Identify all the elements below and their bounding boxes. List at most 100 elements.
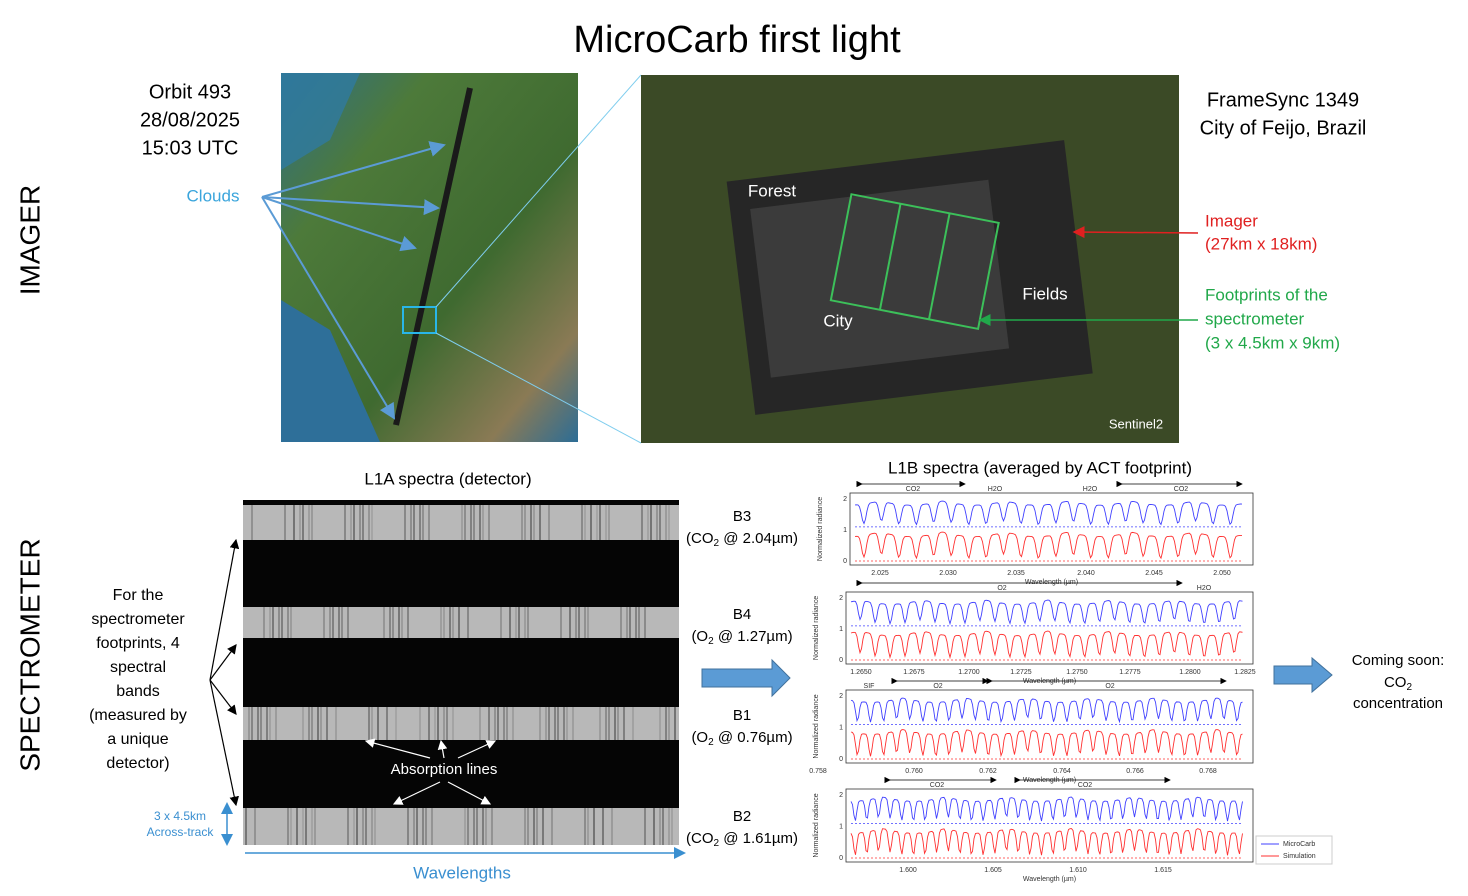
y-tick-label: 1 <box>839 724 843 731</box>
source-label: Sentinel2 <box>1109 416 1163 431</box>
description: detector) <box>106 755 169 772</box>
band-gas: (O2 @ 0.76µm) <box>691 729 792 748</box>
stripe <box>362 808 364 845</box>
stripe <box>335 707 337 740</box>
stripe <box>338 607 340 638</box>
x-tick-label: 0.768 <box>1199 768 1217 775</box>
stripe <box>257 707 259 740</box>
wavelengths-label: Wavelengths <box>413 863 511 882</box>
stripe <box>626 607 628 638</box>
y-tick-label: 2 <box>839 792 843 799</box>
stripe <box>530 505 532 540</box>
stripe <box>287 607 289 638</box>
text: (CO <box>686 530 714 547</box>
stripe <box>371 707 373 740</box>
stripe <box>413 808 415 845</box>
legend-frame <box>1255 835 1333 865</box>
stripe <box>575 607 577 638</box>
stripe <box>608 707 610 740</box>
stripe <box>584 505 586 540</box>
orbit-track <box>393 87 473 426</box>
stripe <box>563 707 565 740</box>
stripe <box>593 808 595 845</box>
stripe <box>422 808 424 845</box>
stripe <box>263 607 265 638</box>
stripe <box>437 707 439 740</box>
absorption-arrows <box>364 738 497 805</box>
zoom-line <box>435 74 642 308</box>
stripe <box>407 607 409 638</box>
stripe <box>659 808 661 845</box>
stripe <box>371 808 373 845</box>
spectrum <box>850 697 1243 724</box>
subscript: 2 <box>1406 682 1412 693</box>
stripe <box>539 707 541 740</box>
stripe <box>266 707 268 740</box>
x-tick-label: 0.766 <box>1126 768 1144 775</box>
stripe <box>473 505 475 540</box>
stripe <box>527 607 529 638</box>
stripe <box>389 607 391 638</box>
stripe <box>599 707 601 740</box>
band-gas: (CO2 @ 2.04µm) <box>686 530 798 549</box>
stripe <box>587 808 589 845</box>
stripe <box>668 707 670 740</box>
stripe <box>533 808 535 845</box>
spectrum <box>850 599 1243 626</box>
region-label: Fields <box>1022 284 1067 303</box>
spectrum <box>854 500 1243 526</box>
text: (CO <box>686 830 714 847</box>
stripe <box>653 808 655 845</box>
detector-band <box>243 808 679 845</box>
y-tick-label: 2 <box>839 693 843 700</box>
stripe <box>254 808 256 845</box>
text: (O <box>691 729 708 746</box>
stripe <box>659 707 661 740</box>
stripe <box>326 707 328 740</box>
x-tick-label: 1.605 <box>984 867 1002 874</box>
stripe <box>515 607 517 638</box>
stripe <box>662 808 664 845</box>
l1b-title: L1B spectra (averaged by ACT footprint) <box>888 458 1192 477</box>
spectrum <box>850 828 1243 856</box>
stripe <box>590 505 592 540</box>
text: @ 1.61µm) <box>719 830 798 847</box>
stripe <box>260 707 262 740</box>
ocean <box>281 73 360 170</box>
stripe <box>461 505 463 540</box>
stripe <box>467 808 469 845</box>
stripe <box>377 707 379 740</box>
description: footprints, 4 <box>96 635 180 652</box>
footprint-note: spectrometer <box>1205 309 1305 328</box>
block-arrow <box>1273 656 1333 694</box>
stripe <box>584 808 586 845</box>
clouds-label: Clouds <box>187 186 240 205</box>
footprints <box>829 193 1000 331</box>
stripe <box>533 505 535 540</box>
stripe <box>284 505 286 540</box>
stripe <box>524 607 526 638</box>
band-marker: CO2 <box>1078 782 1093 789</box>
band-marker: O2 <box>997 585 1006 592</box>
stripe <box>323 607 325 638</box>
stripe <box>332 607 334 638</box>
x-tick-label: 1.2700 <box>958 669 980 676</box>
text: @ 1.27µm) <box>714 628 793 645</box>
stripe <box>629 607 631 638</box>
stripe <box>371 505 373 540</box>
stripe <box>401 607 403 638</box>
stripe <box>422 505 424 540</box>
framesync: City of Feijo, Brazil <box>1200 117 1367 139</box>
band-marker: SIF <box>864 683 875 690</box>
stripe <box>491 808 493 845</box>
stripe <box>392 607 394 638</box>
spectrum <box>850 630 1243 660</box>
stripe <box>431 808 433 845</box>
stripe <box>557 707 559 740</box>
section-label: IMAGER <box>14 185 45 295</box>
orbit-text: 28/08/2025 <box>140 109 240 131</box>
stripe <box>536 808 538 845</box>
orbit-text: Orbit 493 <box>149 81 231 103</box>
plot-frame <box>845 788 1254 863</box>
